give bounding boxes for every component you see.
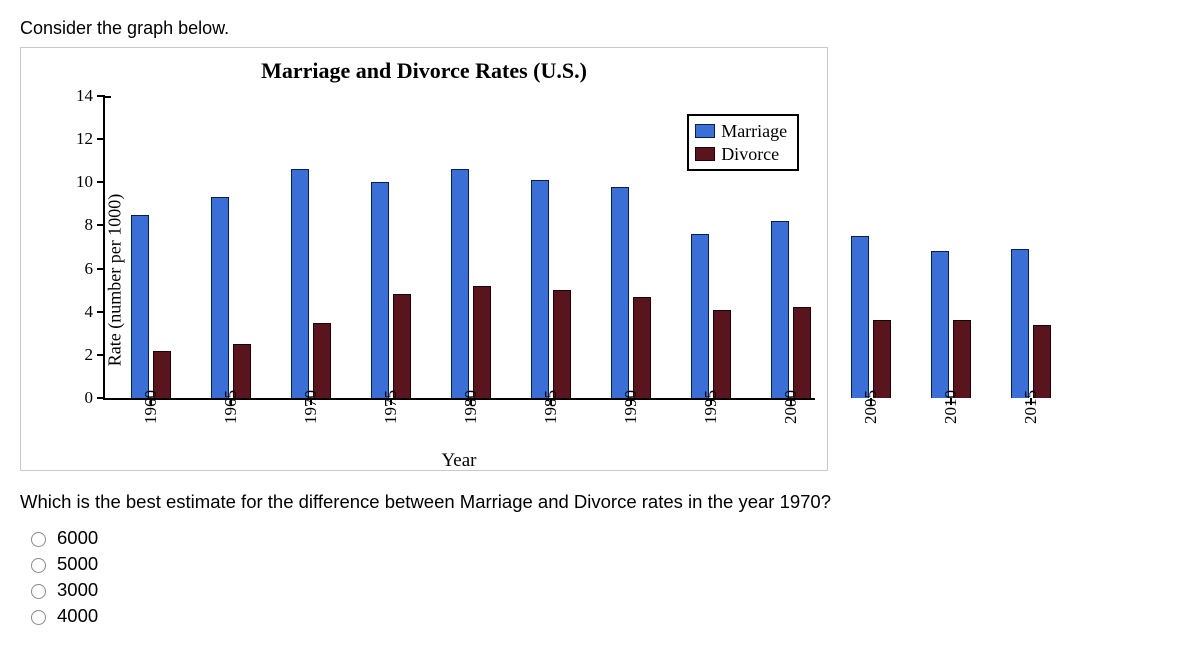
ytick — [97, 311, 105, 313]
answer-option-label: 3000 — [57, 579, 98, 601]
plot-top-mark — [105, 96, 111, 98]
legend-item: Divorce — [695, 143, 787, 166]
answer-radio[interactable] — [31, 532, 46, 547]
answer-option[interactable]: 5000 — [26, 553, 1180, 575]
question-text: Which is the best estimate for the diffe… — [20, 491, 1180, 513]
chart-body: Rate (number per 1000) 02468101214196019… — [21, 90, 827, 470]
bar-divorce — [313, 323, 331, 399]
bar-marriage — [131, 215, 149, 398]
legend-item: Marriage — [695, 120, 787, 143]
ytick-label: 4 — [85, 302, 94, 322]
answer-option[interactable]: 4000 — [26, 605, 1180, 627]
answer-radio[interactable] — [31, 558, 46, 573]
legend-swatch — [695, 147, 715, 161]
answer-option-label: 4000 — [57, 605, 98, 627]
bar-marriage — [931, 251, 949, 398]
chart-title: Marriage and Divorce Rates (U.S.) — [21, 48, 827, 90]
bar-divorce — [713, 310, 731, 398]
xtick-label: 1990 — [621, 390, 641, 424]
bar-marriage — [611, 187, 629, 398]
xtick-label: 1965 — [221, 390, 241, 424]
answer-option[interactable]: 3000 — [26, 579, 1180, 601]
prompt-text: Consider the graph below. — [20, 18, 1180, 39]
bar-marriage — [371, 182, 389, 398]
answer-option[interactable]: 6000 — [26, 527, 1180, 549]
bar-divorce — [633, 297, 651, 398]
bar-marriage — [771, 221, 789, 398]
bar-marriage — [451, 169, 469, 398]
answer-option-label: 5000 — [57, 553, 98, 575]
chart-xlabel: Year — [103, 450, 815, 472]
bar-divorce — [873, 320, 891, 398]
ytick — [97, 138, 105, 140]
legend-label: Divorce — [721, 143, 779, 166]
bar-divorce — [393, 294, 411, 398]
xtick-label: 1960 — [141, 390, 161, 424]
chart-card: Marriage and Divorce Rates (U.S.) Rate (… — [20, 47, 828, 471]
bar-marriage — [211, 197, 229, 398]
bar-marriage — [691, 234, 709, 398]
bar-divorce — [793, 307, 811, 398]
plot-wrap: 0246810121419601965197019751980198519901… — [103, 96, 815, 400]
answer-options: 6000 5000 3000 4000 — [20, 527, 1180, 627]
xtick-label: 1985 — [541, 390, 561, 424]
ytick — [97, 224, 105, 226]
bar-divorce — [473, 286, 491, 398]
ytick-label: 2 — [85, 345, 94, 365]
xtick-label: 1970 — [301, 390, 321, 424]
xtick-label: 1980 — [461, 390, 481, 424]
ytick — [97, 397, 105, 399]
answer-option-label: 6000 — [57, 527, 98, 549]
bar-marriage — [291, 169, 309, 398]
answer-radio[interactable] — [31, 584, 46, 599]
bar-marriage — [851, 236, 869, 398]
ytick — [97, 268, 105, 270]
bar-marriage — [531, 180, 549, 398]
xtick-label: 1995 — [701, 390, 721, 424]
ytick-label: 8 — [85, 215, 94, 235]
plot-area: 0246810121419601965197019751980198519901… — [103, 96, 815, 400]
xtick-label: 2005 — [861, 390, 881, 424]
ytick-label: 6 — [85, 259, 94, 279]
ytick-label: 10 — [76, 172, 93, 192]
bar-divorce — [1033, 325, 1051, 398]
bar-marriage — [1011, 249, 1029, 398]
ytick-label: 0 — [85, 388, 94, 408]
bar-divorce — [553, 290, 571, 398]
xtick-label: 2000 — [781, 390, 801, 424]
ytick-label: 12 — [76, 129, 93, 149]
ytick — [97, 95, 105, 97]
xtick-label: 1975 — [381, 390, 401, 424]
ytick — [97, 181, 105, 183]
legend-swatch — [695, 124, 715, 138]
answer-radio[interactable] — [31, 610, 46, 625]
ytick-label: 14 — [76, 86, 93, 106]
bar-divorce — [953, 320, 971, 398]
page: Consider the graph below. Marriage and D… — [0, 0, 1200, 653]
legend: MarriageDivorce — [687, 114, 799, 171]
xtick-label: 2015 — [1021, 390, 1041, 424]
ytick — [97, 354, 105, 356]
legend-label: Marriage — [721, 120, 787, 143]
xtick-label: 2010 — [941, 390, 961, 424]
